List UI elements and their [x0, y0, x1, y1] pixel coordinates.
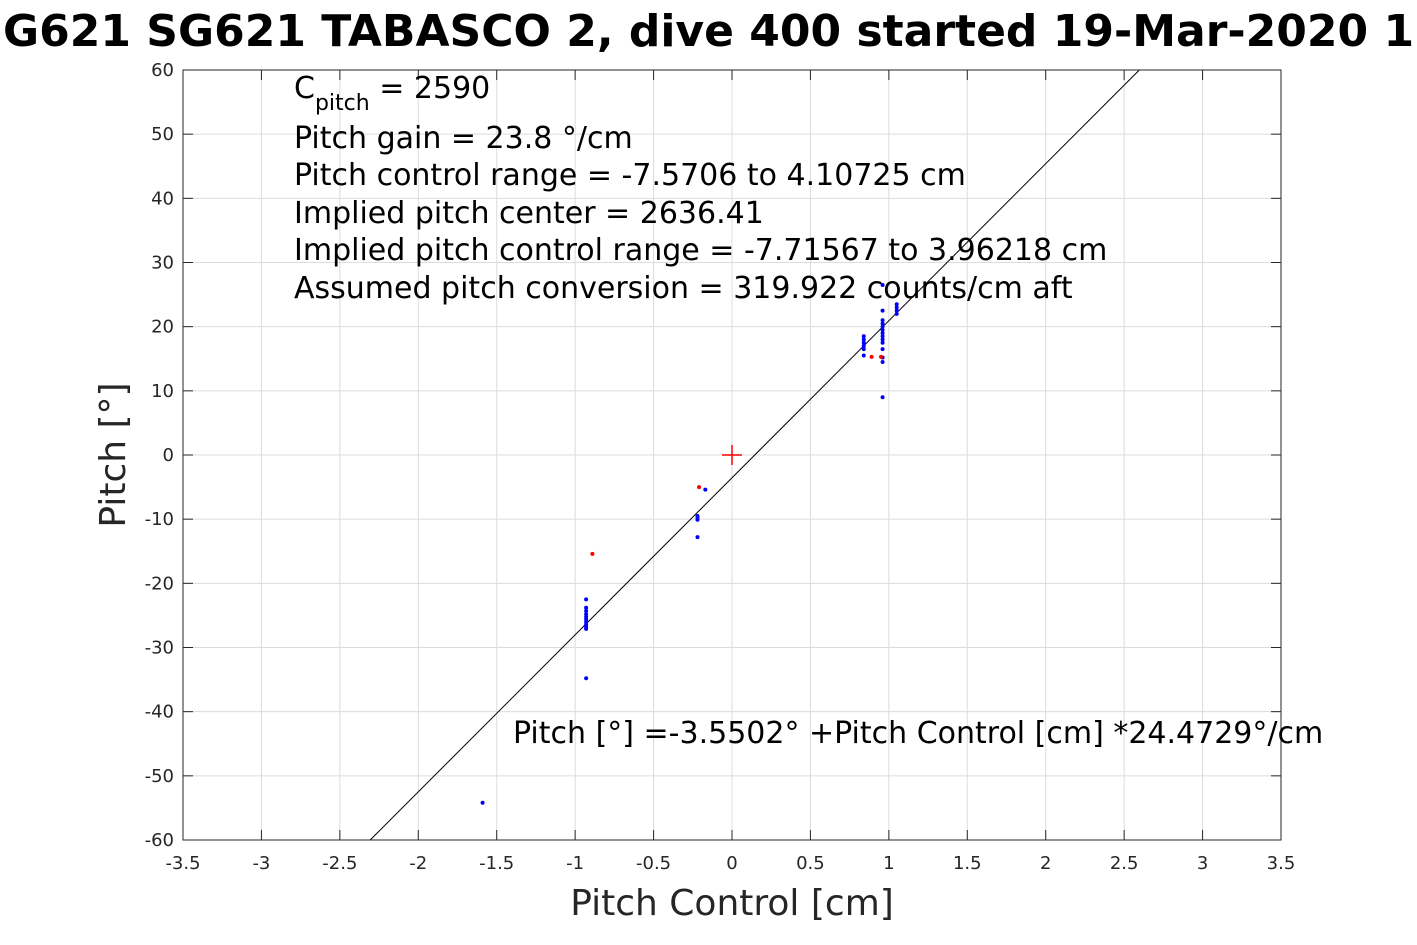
pitch-gain-annotation: Pitch gain = 23.8 °/cm	[294, 121, 633, 156]
x-tick-label: 3.5	[1267, 853, 1296, 874]
y-tick-label: 50	[151, 124, 174, 145]
x-tick-label: -0.5	[636, 853, 671, 874]
data-point-blue	[894, 311, 899, 316]
y-tick-label: -60	[145, 830, 174, 851]
data-point-blue	[894, 302, 899, 307]
c-pitch-subscript: pitch	[315, 91, 370, 116]
x-tick-label: 1.5	[953, 853, 982, 874]
chart-title: SG621 SG621 TABASCO 2, dive 400 started …	[0, 6, 1417, 57]
data-point-blue	[880, 282, 885, 287]
data-point-blue	[880, 324, 885, 329]
x-axis-label: Pitch Control [cm]	[570, 883, 894, 924]
x-ticks: -3.5 -3 -2.5 -2 -1.5 -1 -0.5 0 0.5 1 1.5 2 2.5 3 3.5	[165, 70, 1295, 874]
data-point-blue	[880, 359, 885, 364]
data-point-red	[590, 551, 595, 556]
data-point-red	[879, 354, 884, 359]
x-tick-label: -1.5	[479, 853, 514, 874]
y-axis-label: Pitch [°]	[93, 382, 134, 527]
data-point-blue	[861, 347, 866, 352]
fit-line-layer	[369, 69, 1140, 841]
c-pitch-value: = 2590	[370, 71, 491, 106]
x-tick-label: 0.5	[796, 853, 825, 874]
data-point-blue	[861, 343, 866, 348]
data-point-blue	[880, 340, 885, 345]
y-tick-label: -20	[145, 573, 174, 594]
data-point-blue	[880, 318, 885, 323]
x-tick-label: -1	[566, 853, 584, 874]
x-tick-label: 2.5	[1110, 853, 1139, 874]
y-tick-label: 40	[151, 188, 174, 209]
pitch-control-range-annotation: Pitch control range = -7.5706 to 4.10725…	[294, 158, 966, 193]
y-ticks: 60 50 40 30 20 10 0 -10 -20 -30 -40 -50 -60	[145, 60, 1281, 851]
data-point-blue	[894, 308, 899, 313]
data-point-blue	[880, 308, 885, 313]
grid	[182, 69, 1282, 841]
x-tick-label: 0	[726, 853, 737, 874]
data-point-blue	[861, 337, 866, 342]
data-point-blue	[584, 597, 589, 602]
y-tick-label: 60	[151, 60, 174, 81]
fit-equation-annotation: Pitch [°] =-3.5502° +Pitch Control [cm] …	[513, 716, 1323, 751]
data-point-blue	[880, 321, 885, 326]
y-tick-label: -50	[145, 766, 174, 787]
x-tick-label: -2	[409, 853, 427, 874]
data-point-blue	[880, 337, 885, 342]
data-point-blue	[584, 626, 589, 631]
y-tick-label: 20	[151, 317, 174, 338]
x-tick-label: 1	[883, 853, 894, 874]
x-tick-label: -3.5	[165, 853, 200, 874]
data-point-blue	[584, 676, 589, 681]
center-marker	[722, 445, 742, 465]
data-point-blue	[880, 347, 885, 352]
data-point-blue	[695, 535, 700, 540]
x-tick-label: -3	[252, 853, 270, 874]
x-tick-label: 2	[1040, 853, 1051, 874]
data-points	[480, 282, 899, 805]
fit-line	[369, 69, 1140, 841]
assumed-pitch-conversion-annotation: Assumed pitch conversion = 319.922 count…	[294, 271, 1073, 306]
x-tick-label: -2.5	[322, 853, 357, 874]
data-point-blue	[880, 331, 885, 336]
implied-pitch-control-range-annotation: Implied pitch control range = -7.71567 t…	[294, 233, 1107, 268]
y-tick-label: -10	[145, 509, 174, 530]
x-tick-label: 3	[1197, 853, 1208, 874]
data-point-blue	[480, 800, 485, 805]
data-point-red	[869, 354, 874, 359]
y-tick-label: 0	[163, 445, 174, 466]
data-point-blue	[584, 608, 589, 613]
data-point-red	[697, 485, 702, 490]
y-tick-label: 10	[151, 381, 174, 402]
c-pitch-symbol: C	[294, 71, 315, 106]
data-point-blue	[861, 353, 866, 358]
y-tick-label: -40	[145, 702, 174, 723]
y-tick-label: -30	[145, 638, 174, 659]
data-point-blue	[584, 605, 589, 610]
data-point-blue	[894, 305, 899, 310]
data-point-blue	[861, 334, 866, 339]
c-pitch-annotation: Cpitch = 2590	[294, 71, 490, 116]
implied-pitch-center-annotation: Implied pitch center = 2636.41	[294, 196, 764, 231]
data-point-blue	[861, 340, 866, 345]
data-point-blue	[703, 487, 708, 492]
data-point-blue	[880, 327, 885, 332]
data-point-blue	[880, 395, 885, 400]
data-point-blue	[695, 517, 700, 522]
data-point-blue	[880, 334, 885, 339]
y-tick-label: 30	[151, 253, 174, 274]
